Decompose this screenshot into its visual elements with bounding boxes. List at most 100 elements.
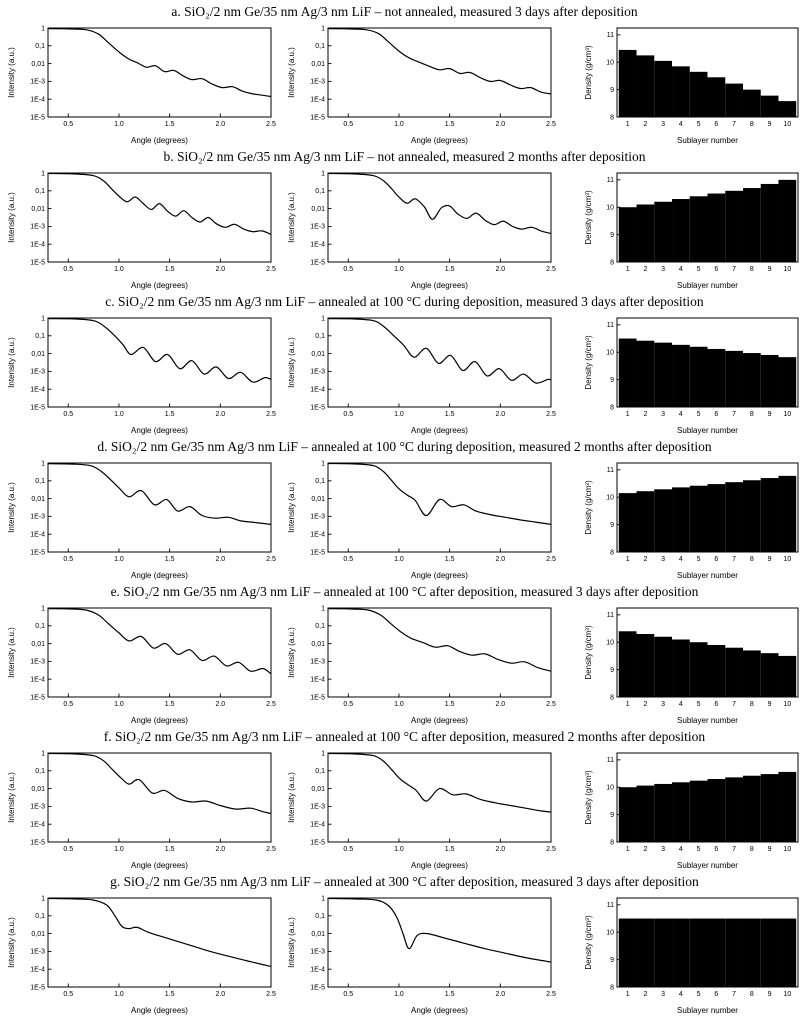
x-tick-label: 10	[783, 266, 791, 273]
x-tick-label: 2.5	[266, 121, 276, 128]
y-tick-label: 0,1	[35, 623, 45, 630]
y-tick-label: 1E-4	[310, 387, 325, 394]
density-bar	[654, 60, 673, 117]
plot-area	[48, 463, 271, 552]
x-tick-label: 3	[661, 411, 665, 418]
y-tick-label: 0,1	[315, 43, 325, 50]
y-tick-label: 9	[610, 87, 614, 94]
x-tick-label: 7	[732, 556, 736, 563]
x-tick-label: 1	[626, 846, 630, 853]
x-tick-label: 3	[661, 556, 665, 563]
x-tick-label: 2.5	[546, 556, 556, 563]
x-tick-label: 2.0	[215, 411, 225, 418]
y-tick-label: 1E-3	[30, 804, 45, 811]
y-axis-title: Density (g/cm³)	[584, 190, 593, 245]
row-title-a: a. SiO₂/2 nm Ge/35 nm Ag/3 nm LiF – not …	[171, 4, 638, 19]
figure-row-e: e. SiO₂/2 nm Ge/35 nm Ag/3 nm LiF – anne…	[6, 583, 803, 726]
x-tick-label: 1.5	[165, 846, 175, 853]
y-tick-label: 0,1	[35, 188, 45, 195]
plot-area	[48, 28, 271, 117]
density-bar	[778, 771, 797, 842]
plot-area	[48, 753, 271, 842]
xrr-plot-svg: 1 0,1 0,01 1E-3 1E-4 1E-5 0.5 1.0 1.5 2.0 2.5 Angle…	[287, 460, 556, 580]
x-tick-label: 0.5	[63, 266, 73, 273]
y-axis-title: Intensity (a.u.)	[287, 482, 296, 533]
y-tick-label: 1E-3	[30, 659, 45, 666]
y-axis-title: Intensity (a.u.)	[287, 337, 296, 388]
plot-frame	[616, 317, 799, 408]
x-tick-label: 1.0	[114, 266, 124, 273]
plot-area	[328, 318, 551, 407]
y-tick-label: 1E-5	[310, 404, 325, 411]
xrr-plot-middle: 1 0,1 0,01 1E-3 1E-4 1E-5 0.5 1.0 1.5 2.0 2.5 Angle…	[286, 892, 558, 1016]
x-tick-label: 2.0	[495, 991, 505, 998]
figure-row-d: d. SiO₂/2 nm Ge/35 nm Ag/3 nm LiF – anne…	[6, 438, 803, 581]
plot-frame	[327, 752, 552, 843]
x-tick-label: 8	[750, 556, 754, 563]
y-tick-label: 0,1	[35, 333, 45, 340]
xrr-plot-svg: 1 0,1 0,01 1E-3 1E-4 1E-5 0.5 1.0 1.5 2.0 2.5 Angle…	[287, 315, 556, 435]
x-tick-label: 1.5	[165, 121, 175, 128]
density-bar	[689, 71, 708, 117]
y-tick-label: 0,1	[315, 333, 325, 340]
density-bar	[707, 918, 726, 987]
y-tick-label: 11	[607, 322, 614, 329]
density-bar	[654, 342, 673, 407]
plot-area	[328, 173, 551, 262]
x-tick-label: 10	[783, 556, 791, 563]
density-bar	[654, 201, 673, 262]
y-tick-label: 1E-3	[30, 949, 45, 956]
x-tick-label: 6	[714, 701, 718, 708]
y-tick-label: 1E-3	[30, 224, 45, 231]
y-tick-label: 1E-4	[30, 967, 45, 974]
plot-frame	[47, 317, 272, 408]
x-tick-label: 0.5	[343, 121, 353, 128]
xrr-plot-svg: 1 0,1 0,01 1E-3 1E-4 1E-5 0.5 1.0 1.5 2.0 2.5 Angle…	[287, 750, 556, 870]
x-tick-label: 5	[697, 266, 701, 273]
x-axis-title: Angle (degrees)	[411, 716, 468, 725]
x-tick-label: 1.0	[114, 121, 124, 128]
density-bar	[636, 491, 655, 552]
figure-row-b: b. SiO₂/2 nm Ge/35 nm Ag/3 nm LiF – not …	[6, 148, 803, 291]
x-tick-label: 1	[626, 701, 630, 708]
x-tick-label: 7	[732, 846, 736, 853]
xrr-plot-svg: 1 0,1 0,01 1E-3 1E-4 1E-5 0.5 1.0 1.5 2.0 2.5 Angle…	[287, 605, 556, 725]
x-tick-label: 1	[626, 411, 630, 418]
figure-row-f: f. SiO₂/2 nm Ge/35 nm Ag/3 nm LiF – anne…	[6, 728, 803, 871]
x-tick-label: 4	[679, 991, 683, 998]
density-bar	[654, 489, 673, 552]
xrr-curve	[328, 463, 551, 525]
y-axis-title: Intensity (a.u.)	[7, 627, 16, 678]
y-tick-label: 1E-4	[310, 967, 325, 974]
x-tick-label: 1.0	[394, 121, 404, 128]
y-axis-title: Density (g/cm³)	[584, 480, 593, 535]
y-tick-label: 1E-3	[30, 514, 45, 521]
density-bar-chart: 8 9 10 11 1 2 3 4 5 6 7 8 9 10 Sublayer number Density …	[583, 312, 803, 436]
y-axis-title: Intensity (a.u.)	[7, 482, 16, 533]
x-tick-label: 1.5	[165, 701, 175, 708]
xrr-plot-middle: 1 0,1 0,01 1E-3 1E-4 1E-5 0.5 1.0 1.5 2.0 2.5 Angle…	[286, 312, 558, 436]
density-bar	[760, 354, 779, 407]
y-tick-label: 8	[610, 839, 614, 846]
x-tick-label: 4	[679, 701, 683, 708]
panels-row-e: 1 0,1 0,01 1E-3 1E-4 1E-5 0.5 1.0 1.5 2.0 2.5 Angle…	[6, 602, 803, 726]
x-tick-label: 2.5	[266, 991, 276, 998]
density-bar	[654, 636, 673, 697]
y-tick-label: 1E-5	[30, 404, 45, 411]
plot-frame	[616, 172, 799, 263]
y-axis-title: Density (g/cm³)	[584, 45, 593, 100]
density-bar-chart: 8 9 10 11 1 2 3 4 5 6 7 8 9 10 Sublayer number Density …	[583, 167, 803, 291]
x-tick-label: 3	[661, 701, 665, 708]
x-axis-title: Angle (degrees)	[411, 281, 468, 290]
y-tick-label: 1E-4	[30, 532, 45, 539]
y-axis-title: Intensity (a.u.)	[7, 47, 16, 98]
x-tick-label: 2.5	[546, 121, 556, 128]
x-tick-label: 0.5	[63, 556, 73, 563]
x-tick-label: 6	[714, 846, 718, 853]
density-bar	[760, 774, 779, 842]
density-bar	[742, 188, 761, 262]
plot-frame	[616, 607, 799, 698]
x-tick-label: 1.0	[114, 411, 124, 418]
x-axis-title: Angle (degrees)	[411, 1006, 468, 1015]
density-bar	[725, 647, 743, 697]
